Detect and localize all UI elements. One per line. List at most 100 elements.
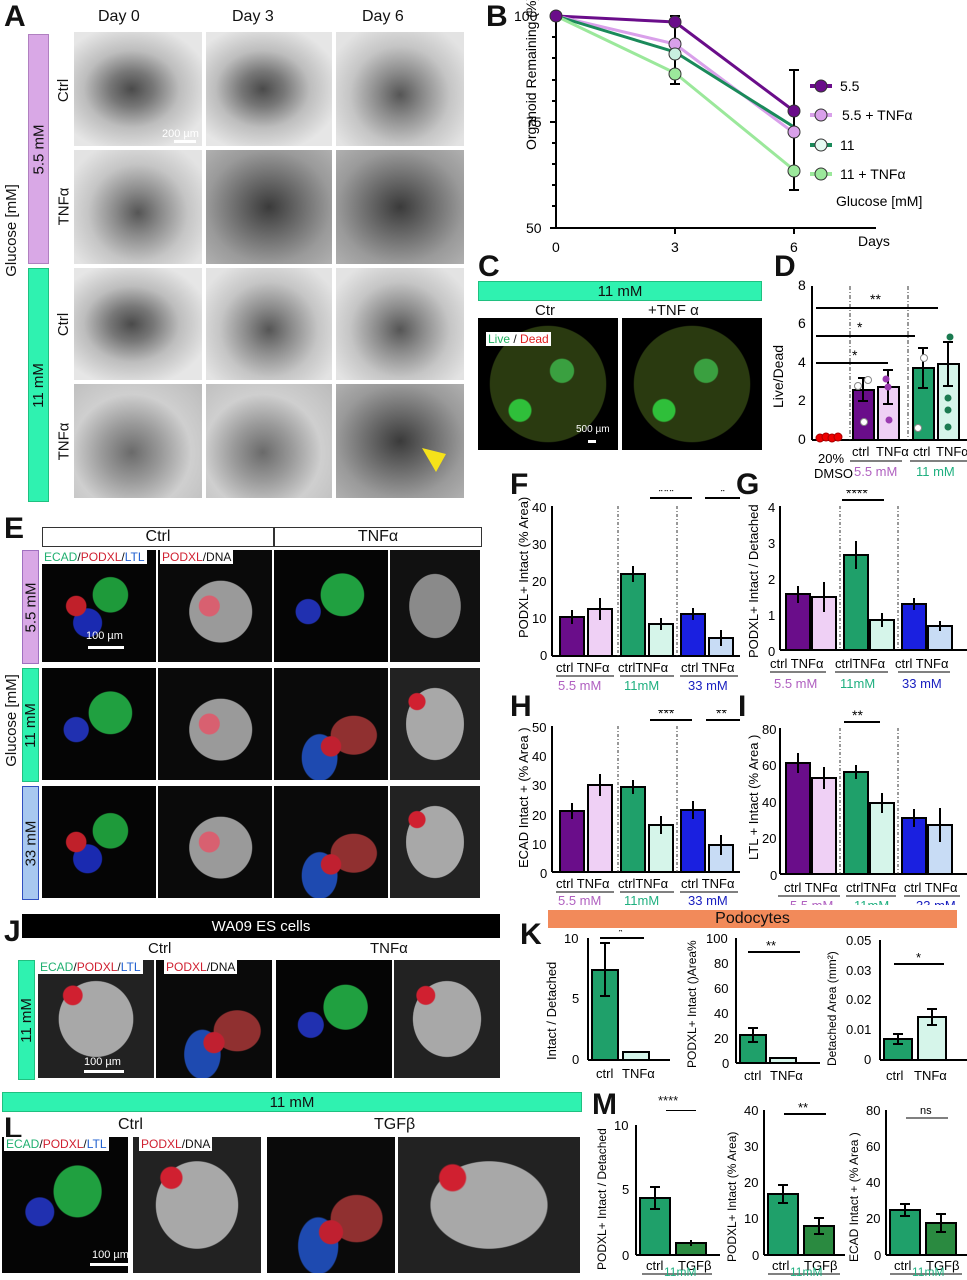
svg-text:*: * — [916, 950, 921, 965]
svg-text:10: 10 — [744, 1211, 758, 1226]
svg-text:1: 1 — [768, 608, 775, 623]
svg-text:*: * — [618, 930, 623, 939]
live-dead-image: Live / Dead 500 µm — [478, 318, 618, 450]
svg-text:80: 80 — [762, 722, 776, 737]
panel-label-i: I — [738, 690, 747, 723]
svg-text:11 mM: 11 mM — [916, 464, 955, 479]
svg-text:4: 4 — [768, 500, 775, 515]
bar-chart-m3: ECAD Intact + (% Area ) 80 60 40 20 0 ns ctr… — [847, 1103, 967, 1275]
row-bar-5-5mm: 5.5 mM — [22, 550, 39, 664]
svg-text:4: 4 — [798, 354, 806, 370]
panel-j-header: WA09 ES cells — [22, 914, 500, 938]
panel-label-b: B — [486, 0, 508, 33]
panel-k-header: Podocytes — [548, 910, 957, 928]
svg-text:30: 30 — [532, 537, 546, 552]
svg-text:10: 10 — [614, 1118, 628, 1133]
svg-text:5.5 mM: 5.5 mM — [558, 893, 601, 905]
svg-text:0.03: 0.03 — [846, 963, 871, 978]
svg-text:100: 100 — [706, 931, 728, 946]
bar-chart-i: LTL + Intact (% Area ) 80 60 40 20 0 ** ctrl… — [746, 710, 967, 905]
svg-text:PODXL+ Intact / Detached: PODXL+ Intact / Detached — [595, 1128, 609, 1270]
brightfield-image — [336, 268, 464, 380]
svg-text:**: ** — [798, 1100, 808, 1115]
row-label-tnfa: TNFα — [55, 422, 73, 460]
svg-text:33 mM: 33 mM — [902, 676, 942, 690]
svg-text:**: ** — [766, 938, 776, 953]
row-bar-11mm: 11 mM — [22, 668, 39, 782]
col-day6: Day 6 — [362, 8, 404, 25]
stain-label: Live / Dead — [486, 332, 551, 346]
svg-text:20: 20 — [744, 1175, 758, 1190]
bar-chart-k3: Detached Area (mm²) 0.050.030.020.010 * … — [825, 933, 967, 1083]
svg-text:2: 2 — [768, 572, 775, 587]
brightfield-image — [74, 384, 202, 498]
svg-text:0: 0 — [864, 1052, 871, 1067]
panel-c-header: 11 mM — [478, 281, 762, 301]
bar-chart-f: PODXL+ Intact (% Area) 40 30 20 10 0 *** * c… — [516, 490, 740, 690]
svg-text:6: 6 — [790, 239, 798, 255]
col-ctrl: Ctrl — [118, 1116, 143, 1133]
svg-text:5: 5 — [572, 991, 579, 1006]
svg-text:8: 8 — [798, 280, 806, 293]
group-label-m2: 11mM — [790, 1265, 823, 1279]
svg-text:0: 0 — [622, 1248, 629, 1263]
svg-text:ctrl: ctrl — [913, 444, 930, 459]
svg-text:10: 10 — [564, 931, 578, 946]
svg-text:ctrlTNFα: ctrlTNFα — [618, 660, 669, 675]
svg-text:0: 0 — [798, 431, 806, 447]
svg-text:6: 6 — [798, 315, 806, 331]
col-day3: Day 3 — [232, 8, 274, 25]
bar-chart-d: Live/Dead 8 6 4 2 0 ** * * 20% DMSO ctrl TNF… — [770, 280, 967, 480]
svg-text:LTL + Intact (% Area ): LTL + Intact (% Area ) — [746, 735, 761, 860]
col-header-ctrl: Ctrl — [42, 527, 274, 547]
col-ctr: Ctr — [535, 302, 555, 319]
svg-text:40: 40 — [714, 1006, 728, 1021]
svg-text:0: 0 — [874, 1248, 881, 1263]
svg-text:0: 0 — [722, 1056, 729, 1071]
svg-text:75: 75 — [526, 114, 542, 130]
svg-text:***: *** — [658, 490, 675, 499]
brightfield-image — [206, 384, 332, 498]
svg-text:5.5 mM: 5.5 mM — [854, 464, 897, 479]
svg-text:ctrl TNFα: ctrl TNFα — [904, 880, 958, 895]
fluorescence-image — [390, 786, 480, 898]
svg-text:0.01: 0.01 — [846, 1022, 871, 1037]
svg-text:2: 2 — [798, 392, 806, 408]
panel-label-m: M — [592, 1088, 617, 1121]
svg-text:ctrl: ctrl — [852, 444, 869, 459]
svg-text:ctrl TNFα: ctrl TNFα — [770, 656, 824, 671]
svg-text:10: 10 — [532, 837, 546, 852]
svg-text:TNFα: TNFα — [936, 444, 967, 459]
svg-text:5.5: 5.5 — [840, 78, 860, 94]
svg-text:ctrl TNFα: ctrl TNFα — [784, 880, 838, 895]
svg-text:TGFβ: TGFβ — [678, 1258, 711, 1273]
svg-text:Glucose [mM]: Glucose [mM] — [836, 193, 922, 209]
panel-label-d: D — [774, 250, 796, 283]
legend: 5.5 5.5 + TNFα 11 11 + TNFα Glucose [mM] — [810, 78, 922, 209]
fluorescence-image — [390, 550, 480, 662]
col-tgfb: TGFβ — [374, 1116, 416, 1133]
svg-text:10: 10 — [532, 611, 546, 626]
svg-text:40: 40 — [744, 1103, 758, 1118]
svg-text:11mM: 11mM — [840, 676, 875, 690]
panel-label-l: L — [4, 1112, 23, 1145]
svg-text:33 mM: 33 mM — [688, 678, 728, 690]
svg-text:100: 100 — [514, 8, 538, 24]
brightfield-image — [336, 384, 464, 498]
row-label-ctrl: Ctrl — [55, 78, 73, 102]
svg-text:5.5 mM: 5.5 mM — [790, 898, 833, 905]
fluorescence-image — [274, 786, 388, 898]
svg-text:11mM: 11mM — [624, 893, 659, 905]
fluorescence-image — [274, 550, 388, 662]
bar-chart-k2: PODXL+ Intact ()Area% 100 80 60 40 20 0 ** ct… — [685, 931, 820, 1083]
svg-text:ctrl TNFα: ctrl TNFα — [681, 876, 735, 891]
svg-text:Days: Days — [858, 233, 890, 249]
svg-text:0: 0 — [770, 868, 777, 883]
svg-text:3: 3 — [671, 239, 679, 255]
svg-text:ctrl: ctrl — [886, 1068, 903, 1083]
svg-text:ctrlTNFα: ctrlTNFα — [618, 876, 669, 891]
svg-text:ctrl TNFα: ctrl TNFα — [681, 660, 735, 675]
fluorescence-image: PODXL/DNA — [133, 1137, 261, 1273]
col-header-tnfa: TNFα — [274, 527, 482, 547]
svg-text:30: 30 — [744, 1139, 758, 1154]
